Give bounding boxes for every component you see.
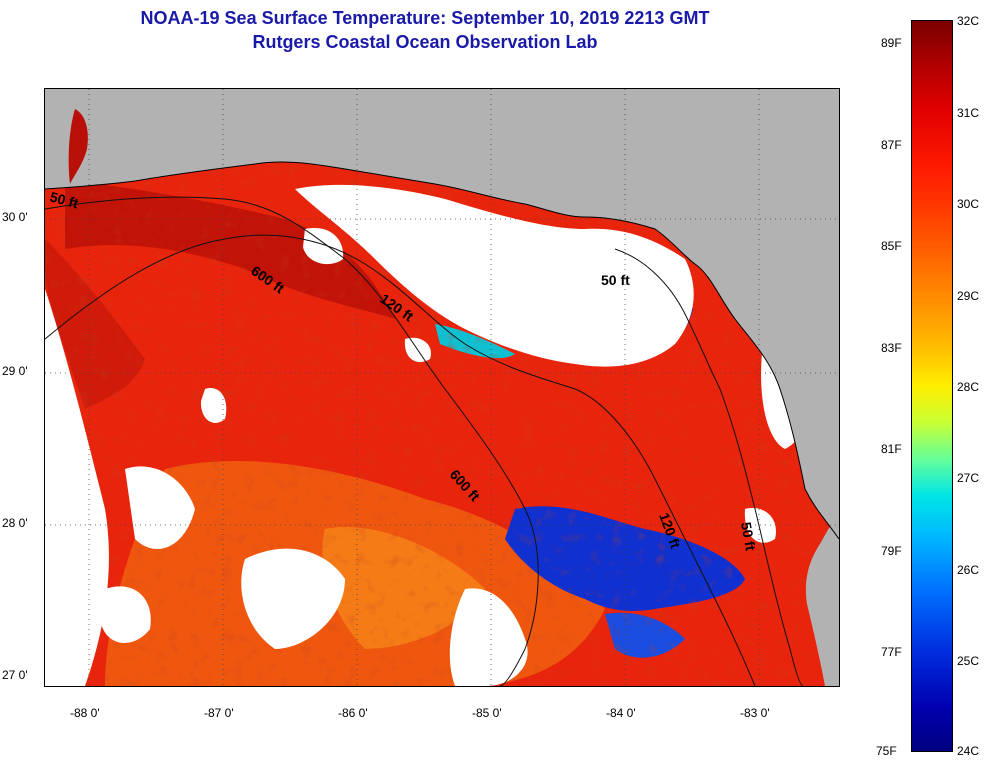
colorbar-fahrenheit-label: 89F xyxy=(881,36,902,50)
lon-label: -88 0' xyxy=(70,706,100,720)
isobath-label: 50 ft xyxy=(738,521,759,552)
cloud-mask xyxy=(125,466,195,549)
cloud-mask xyxy=(449,588,528,686)
map-title: NOAA-19 Sea Surface Temperature: Septemb… xyxy=(140,8,710,28)
sst-map: 50 ft 600 ft 120 ft 50 ft 600 ft 120 ft … xyxy=(44,88,840,687)
land-north xyxy=(45,89,839,539)
isobath-50ft xyxy=(614,248,804,686)
isobath-120ft xyxy=(45,234,756,686)
cloud-mask xyxy=(303,228,344,265)
colorbar-fahrenheit-label: 87F xyxy=(881,138,902,152)
coastline xyxy=(45,161,839,540)
lat-label: 28 0' xyxy=(2,516,28,530)
colorbar-fahrenheit-label: 79F xyxy=(881,544,902,558)
cloud-mask xyxy=(241,548,345,649)
isobath-label: 50 ft xyxy=(601,272,630,288)
map-subtitle: Rutgers Coastal Ocean Observation Lab xyxy=(252,32,598,52)
lon-label: -87 0' xyxy=(204,706,234,720)
colorbar-celsius-label: 29C xyxy=(957,289,980,303)
isobath-600ft xyxy=(45,196,539,686)
lon-label: -83 0' xyxy=(740,706,770,720)
colorbar-fahrenheit-label: 85F xyxy=(881,239,902,253)
map-canvas: 50 ft 600 ft 120 ft 50 ft 600 ft 120 ft … xyxy=(45,89,839,686)
lat-label: 29 0' xyxy=(2,364,28,378)
land-florida-west-coast xyxy=(805,509,839,686)
colorbar xyxy=(911,20,953,752)
mobile-bay-water xyxy=(68,109,88,184)
colorbar-celsius-label: 24C xyxy=(957,744,980,758)
cloud-mask xyxy=(45,289,109,686)
cloud-mask xyxy=(100,586,151,643)
colorbar-fahrenheit-label: 83F xyxy=(881,341,902,355)
lat-label: 30 0' xyxy=(2,210,28,224)
lon-label: -86 0' xyxy=(338,706,368,720)
colorbar-celsius-label: 26C xyxy=(957,563,980,577)
lon-label: -85 0' xyxy=(472,706,502,720)
colorbar-celsius-label: 32C xyxy=(957,14,980,28)
colorbar-celsius-label: 25C xyxy=(957,654,980,668)
colorbar-fahrenheit-label: 75F xyxy=(876,744,897,758)
lon-label: -84 0' xyxy=(606,706,636,720)
colorbar-fahrenheit-label: 81F xyxy=(881,442,902,456)
cloud-mask xyxy=(200,388,227,423)
colorbar-celsius-label: 27C xyxy=(957,471,980,485)
isobath-label: 50 ft xyxy=(48,188,80,211)
colorbar-celsius-label: 30C xyxy=(957,197,980,211)
lat-label: 27 0' xyxy=(2,668,28,682)
colorbar-celsius-label: 28C xyxy=(957,380,980,394)
colorbar-fahrenheit-label: 77F xyxy=(881,645,902,659)
coastal-mask xyxy=(295,184,694,367)
colorbar-celsius-label: 31C xyxy=(957,106,980,120)
